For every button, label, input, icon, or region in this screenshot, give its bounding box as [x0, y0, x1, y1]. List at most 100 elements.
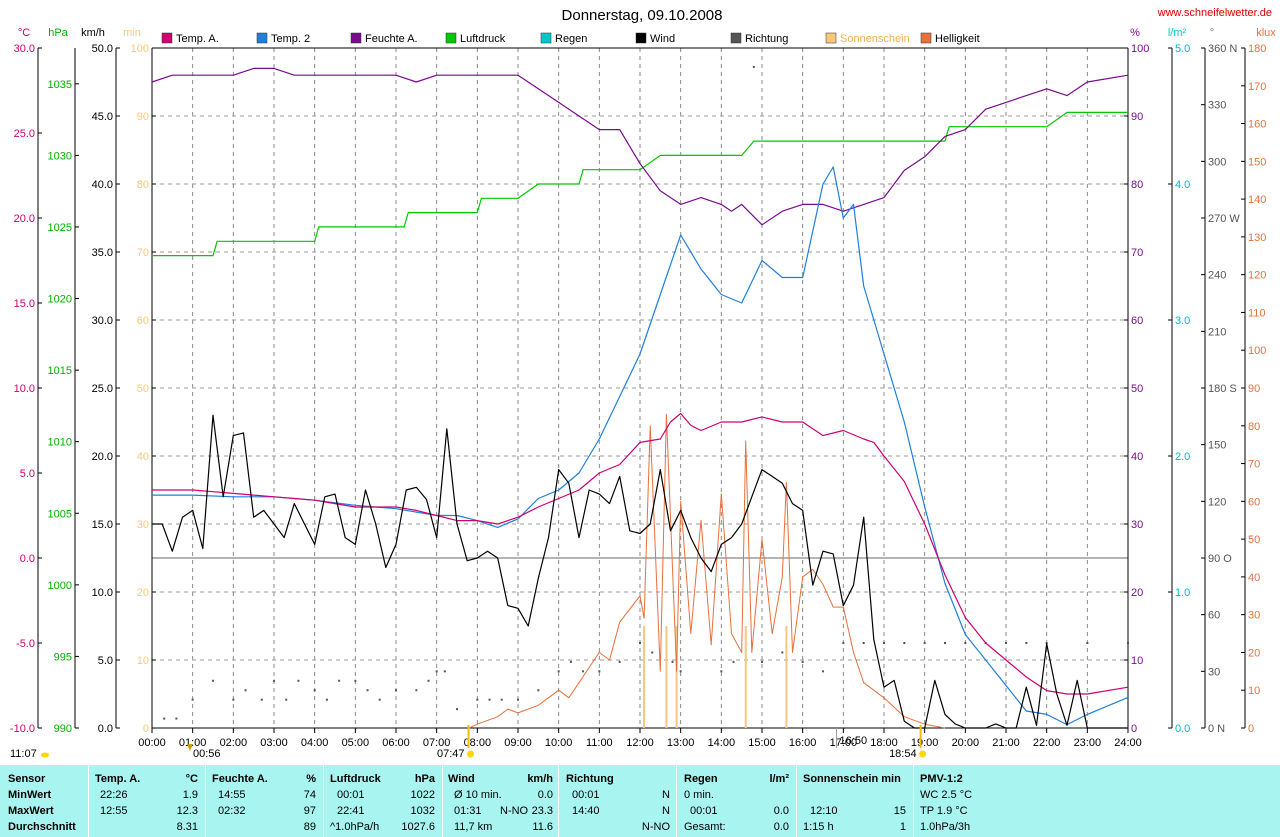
- stats-separator: [323, 765, 324, 837]
- stats-unit: l/m²: [769, 773, 789, 785]
- deg-axis-label: 330: [1208, 100, 1226, 112]
- kmh-axis-label: 20.0: [92, 451, 113, 463]
- hpa-axis-label: 1030: [48, 150, 72, 162]
- stats-value: 0.0: [537, 789, 553, 801]
- klux-axis-label: 170: [1248, 81, 1266, 93]
- direction-point: [651, 651, 654, 654]
- stats-time: ^1.0hPa/h: [330, 821, 380, 833]
- min-axis-label: 20: [137, 587, 149, 599]
- stats-header-pmv: PMV-1:2: [920, 773, 963, 785]
- direction-point: [923, 642, 926, 644]
- time-label: 08:00: [464, 737, 492, 749]
- klux-axis-label: 40: [1248, 572, 1260, 584]
- stats-time: Gesamt:: [684, 821, 726, 833]
- stats-value: 23.3: [531, 805, 553, 817]
- direction-point: [354, 679, 357, 682]
- stats-header-richtung: Richtung: [566, 773, 614, 785]
- kmh-axis-label: 5.0: [98, 655, 113, 667]
- klux-axis-label: 180: [1248, 43, 1266, 55]
- direction-point: [260, 698, 263, 701]
- stats-time: 12:10: [810, 805, 838, 817]
- hpa-axis-label: 1020: [48, 294, 72, 306]
- stats-value: 15: [893, 805, 906, 817]
- time-label: 04:00: [301, 737, 329, 749]
- klux-axis-label: 120: [1248, 270, 1266, 282]
- direction-point: [1045, 642, 1048, 644]
- stats-dir: N-NO: [500, 805, 529, 817]
- direction-point: [903, 642, 906, 644]
- klux-axis-label: 140: [1248, 194, 1266, 206]
- time-label: 14:00: [708, 737, 736, 749]
- direction-point: [395, 689, 397, 692]
- temp-axis-label: 5.0: [20, 468, 35, 480]
- kmh-axis-label: 0.0: [98, 723, 113, 735]
- stats-separator: [442, 765, 443, 837]
- legend-swatch: [256, 32, 268, 44]
- min-wind-time-label: 00:56: [193, 748, 221, 760]
- direction-point: [618, 660, 621, 663]
- time-label: 11:00: [586, 737, 613, 749]
- temp-axis-label: 20.0: [14, 213, 35, 225]
- axis-unit: %: [1130, 27, 1140, 39]
- axis-unit: °: [1210, 27, 1214, 39]
- min-wind-marker: [186, 744, 193, 751]
- stats-time: 22:26: [100, 789, 128, 801]
- min-axis-label: 30: [137, 519, 149, 531]
- stats-time: 11,7 km: [454, 821, 493, 833]
- sunset-icon: [919, 750, 927, 758]
- direction-point: [435, 670, 438, 673]
- lm2-axis-label: 5.0: [1175, 43, 1190, 55]
- legend-label: Regen: [555, 33, 587, 45]
- stats-value: N-NO: [641, 821, 670, 833]
- sunset-label: 18:54: [889, 748, 917, 760]
- direction-point: [1127, 642, 1129, 644]
- temp-axis-label: -10.0: [10, 723, 35, 735]
- time-label: 24:00: [1114, 737, 1142, 749]
- stats-value: 74: [303, 789, 316, 801]
- min-axis-label: 90: [137, 111, 149, 123]
- lm2-axis-label: 4.0: [1175, 179, 1190, 191]
- stats-time: 22:41: [337, 805, 365, 817]
- hpa-axis-label: 1015: [48, 365, 72, 377]
- axis-unit-labels: °C hPa km/h min% l/m² ° klux: [18, 27, 1276, 39]
- axes: 30.0 25.0 20.0 15.0 10.0 5.0 0.0 -5.0 -10.0 1035 1…: [10, 43, 1266, 749]
- deg-axis-label: 180 S: [1208, 383, 1237, 395]
- stats-unit: km/h: [527, 773, 553, 785]
- min-axis-label: 100: [131, 43, 149, 55]
- stats-time: 00:01: [337, 789, 365, 801]
- lm2-axis-label: 0.0: [1175, 723, 1190, 735]
- lm2-axis-label: 3.0: [1175, 315, 1190, 327]
- direction-point: [273, 679, 275, 682]
- stats-unit: hPa: [414, 773, 435, 785]
- deg-axis-label: 300: [1208, 156, 1226, 168]
- min-axis-label: 0: [143, 723, 149, 735]
- kmh-axis-label: 30.0: [92, 315, 113, 327]
- site-url[interactable]: www.schneifelwetter.de: [1157, 7, 1272, 19]
- pct-axis-label: 10: [1131, 655, 1143, 667]
- direction-point: [163, 717, 166, 720]
- time-label: 18:00: [870, 737, 898, 749]
- stats-row-label: MaxWert: [8, 805, 54, 817]
- direction-point: [679, 670, 682, 673]
- direction-point: [732, 660, 735, 663]
- time-label: 21:00: [992, 737, 1020, 749]
- klux-axis-label: 50: [1248, 534, 1260, 546]
- direction-point: [720, 670, 723, 673]
- temp-axis-label: 25.0: [14, 128, 35, 140]
- series-wind: [152, 414, 1128, 729]
- series-temp-a: [152, 412, 1129, 695]
- statistics-panel: Sensor MinWert MaxWert Durchschnitt Temp. A.…: [0, 765, 1280, 837]
- legend-label: Helligkeit: [935, 33, 980, 45]
- klux-axis-label: 110: [1248, 307, 1266, 319]
- direction-point: [781, 651, 784, 654]
- stats-value: 1: [899, 821, 906, 833]
- series-helligkeit: [468, 413, 946, 729]
- pct-axis-label: 20: [1131, 587, 1143, 599]
- stats-time: 14:40: [572, 805, 600, 817]
- stats-time: 00:01: [572, 789, 600, 801]
- deg-axis-label: 210: [1208, 326, 1226, 338]
- direction-point: [582, 670, 585, 673]
- stats-value: 1022: [410, 789, 435, 801]
- stats-row-label: MinWert: [8, 789, 52, 801]
- stats-time: 01:31: [454, 805, 482, 817]
